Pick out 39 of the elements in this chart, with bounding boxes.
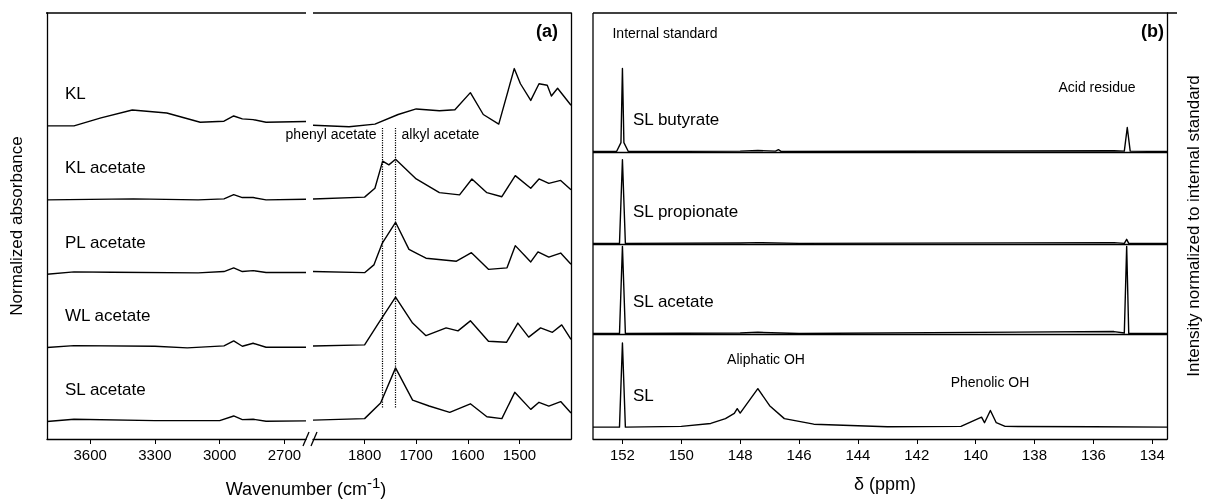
- x-tick-label: 3000: [202, 446, 237, 463]
- x-tick-label: 146: [786, 446, 812, 463]
- x-tick-label: 2700: [267, 446, 302, 463]
- x-tick-label: 138: [1022, 446, 1048, 463]
- x-tick-label: 142: [904, 446, 930, 463]
- series-label: SL: [633, 385, 654, 405]
- annotation: Aliphatic OH: [727, 351, 805, 367]
- series-label: SL butyrate: [633, 110, 720, 130]
- y-axis-title: Intensity normalized to internal standard: [1184, 75, 1203, 377]
- annotation: Acid residue: [1058, 79, 1136, 95]
- x-tick-label: 1600: [451, 446, 485, 463]
- x-axis-title: Wavenumber (cm$^{-1}$): [224, 474, 388, 500]
- x-tick-label: 1500: [502, 446, 537, 463]
- x-tick-label: 1700: [399, 446, 433, 463]
- chart-title: (b): [1141, 21, 1165, 41]
- series-label: SL acetate: [633, 291, 714, 311]
- x-tick-label: 152: [609, 446, 635, 463]
- x-tick-label: 3600: [73, 446, 107, 463]
- ref-line-label: alkyl acetate: [401, 125, 480, 142]
- x-tick-label: 150: [668, 446, 694, 463]
- y-axis-title: Normalized absorbance: [7, 136, 26, 316]
- series-label: SL acetate: [65, 380, 146, 400]
- x-tick-label: 136: [1080, 446, 1106, 463]
- series-label: SL propionate: [633, 201, 739, 221]
- series-label: KL: [65, 84, 86, 104]
- series-label: KL acetate: [65, 158, 146, 178]
- series-label: WL acetate: [65, 306, 151, 326]
- series-label: PL acetate: [65, 232, 146, 252]
- text: Internal standard: [612, 25, 718, 41]
- x-tick-label: 1800: [347, 446, 382, 463]
- x-tick-label: 148: [727, 446, 753, 463]
- x-tick-label: 134: [1139, 446, 1165, 463]
- chart-title: (a): [536, 21, 559, 41]
- x-axis-title: δ (ppm): [853, 474, 917, 495]
- x-tick-label: 3300: [138, 446, 172, 463]
- ref-line-label: phenyl acetate: [285, 125, 377, 142]
- annotation: Phenolic OH: [950, 374, 1030, 390]
- x-tick-label: 140: [963, 446, 989, 463]
- x-tick-label: 144: [845, 446, 871, 463]
